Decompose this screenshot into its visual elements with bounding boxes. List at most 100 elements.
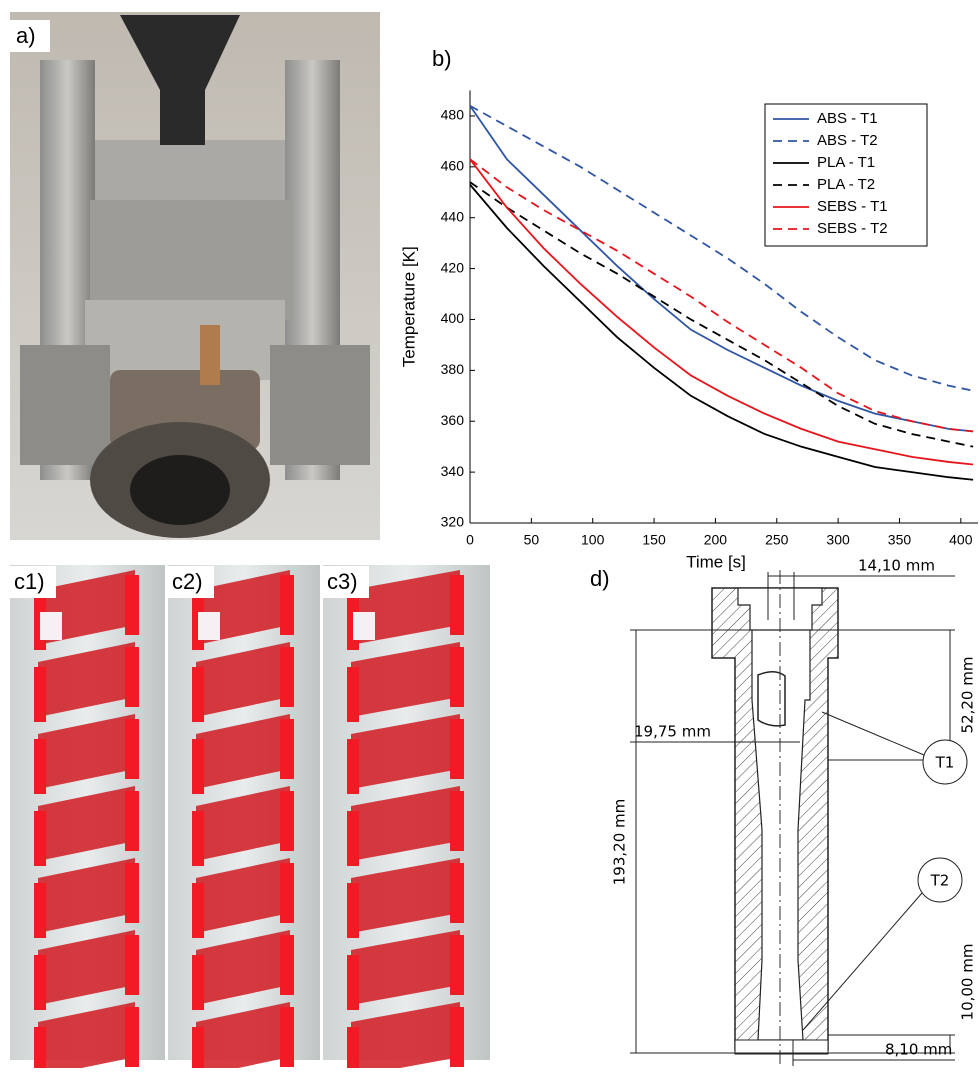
y-tick-label: 440 — [441, 208, 465, 224]
y-tick-label: 360 — [441, 412, 465, 428]
stripe-edge — [280, 863, 294, 923]
photo-c: c1) c2) c3) — [10, 565, 490, 1073]
stripe-edge — [280, 575, 294, 635]
drawing-d: d) 14,10 mm 52,20 mm 19,75 mm 193,20 mm … — [590, 557, 977, 1066]
stripe — [351, 714, 460, 789]
dimension-label: 8,10 mm — [885, 1041, 952, 1059]
panel-label: c3) — [327, 569, 358, 594]
white-part — [353, 612, 375, 640]
stripe-edge — [450, 863, 464, 923]
stripe — [196, 642, 290, 717]
stripe-edge — [450, 791, 464, 851]
stripe — [38, 642, 135, 717]
stripe-edge — [347, 739, 359, 794]
stripe-edge — [280, 647, 294, 707]
legend-label: ABS - T1 — [817, 110, 878, 127]
stripe-edge — [347, 883, 359, 938]
x-tick-label: 0 — [466, 532, 474, 548]
dimension-label: 52,20 mm — [959, 657, 977, 734]
x-tick-label: 150 — [642, 532, 666, 548]
dimension-label: 19,75 mm — [634, 723, 711, 741]
stripe-edge — [34, 883, 46, 938]
y-tick-label: 480 — [441, 107, 465, 123]
stripe-edge — [450, 935, 464, 995]
stripe-edge — [280, 1007, 294, 1067]
stripe — [38, 1002, 135, 1073]
stripe-edge — [347, 667, 359, 722]
panel-label: a) — [16, 23, 36, 48]
stripe-edge — [192, 811, 204, 866]
stripe-edge — [192, 739, 204, 794]
legend-label: ABS - T2 — [817, 132, 878, 149]
legend-label: SEBS - T1 — [817, 198, 888, 215]
panel-label: c1) — [14, 569, 45, 594]
stripe — [351, 570, 460, 645]
stripe — [196, 858, 290, 933]
legend-label: PLA - T1 — [817, 154, 875, 171]
legend-box — [764, 103, 928, 247]
stripe-edge — [450, 647, 464, 707]
stripe — [351, 786, 460, 861]
stripe-edge — [192, 1027, 204, 1073]
series-line — [469, 184, 974, 481]
x-tick-label: 100 — [581, 532, 605, 548]
stripe-edge — [450, 575, 464, 635]
stripe-edge — [125, 719, 139, 779]
y-tick-label: 380 — [441, 361, 465, 377]
panel-label: b) — [432, 46, 452, 71]
x-tick-label: 200 — [704, 532, 728, 548]
stripe-edge — [450, 719, 464, 779]
x-axis-label: Time [s] — [686, 552, 746, 571]
stripe — [196, 1002, 290, 1073]
x-tick-label: 50 — [524, 532, 540, 548]
white-part — [40, 612, 62, 640]
stripe — [38, 858, 135, 933]
stripe-edge — [34, 1027, 46, 1073]
sensor-label: T1 — [935, 754, 955, 772]
stripe-edge — [125, 647, 139, 707]
stripe-edge — [34, 739, 46, 794]
stripe-edge — [125, 863, 139, 923]
y-tick-label: 460 — [441, 158, 465, 174]
stripe-edge — [192, 955, 204, 1010]
panel-label: c2) — [172, 569, 203, 594]
x-tick-label: 250 — [765, 532, 789, 548]
stripe — [196, 786, 290, 861]
x-tick-label: 400 — [949, 532, 973, 548]
chart: b) 320 340 360 380 400 420 440 460 480 0 50 100 150 2… — [399, 46, 978, 571]
panel-label: d) — [590, 566, 610, 591]
stripe-edge — [34, 811, 46, 866]
stripe-edge — [125, 935, 139, 995]
x-tick-label: 300 — [826, 532, 850, 548]
stripe-edge — [280, 719, 294, 779]
stripe-edge — [450, 1007, 464, 1067]
y-tick-label: 420 — [441, 259, 465, 275]
stripe — [196, 714, 290, 789]
stripe-edge — [34, 955, 46, 1010]
stripe-edge — [125, 575, 139, 635]
dimension-label: 10,00 mm — [959, 944, 977, 1021]
x-tick-label: 350 — [888, 532, 912, 548]
legend-label: SEBS - T2 — [817, 220, 888, 237]
stripe-edge — [192, 667, 204, 722]
stripe — [38, 930, 135, 1005]
legend-label: PLA - T2 — [817, 176, 875, 193]
stripe-edge — [347, 1027, 359, 1073]
stripe — [351, 858, 460, 933]
stripe-edge — [347, 811, 359, 866]
stripe-edge — [34, 667, 46, 722]
y-tick-label: 400 — [441, 310, 465, 326]
stripe-edge — [125, 791, 139, 851]
stripe-edge — [125, 1007, 139, 1067]
sensor-label: T2 — [930, 872, 950, 890]
series-line — [469, 158, 974, 433]
stripe — [38, 714, 135, 789]
stripe-edge — [280, 791, 294, 851]
stripe — [196, 930, 290, 1005]
stripe — [351, 930, 460, 1005]
series-line — [469, 158, 974, 466]
stripe — [38, 786, 135, 861]
y-axis-label: Temperature [K] — [399, 246, 418, 367]
